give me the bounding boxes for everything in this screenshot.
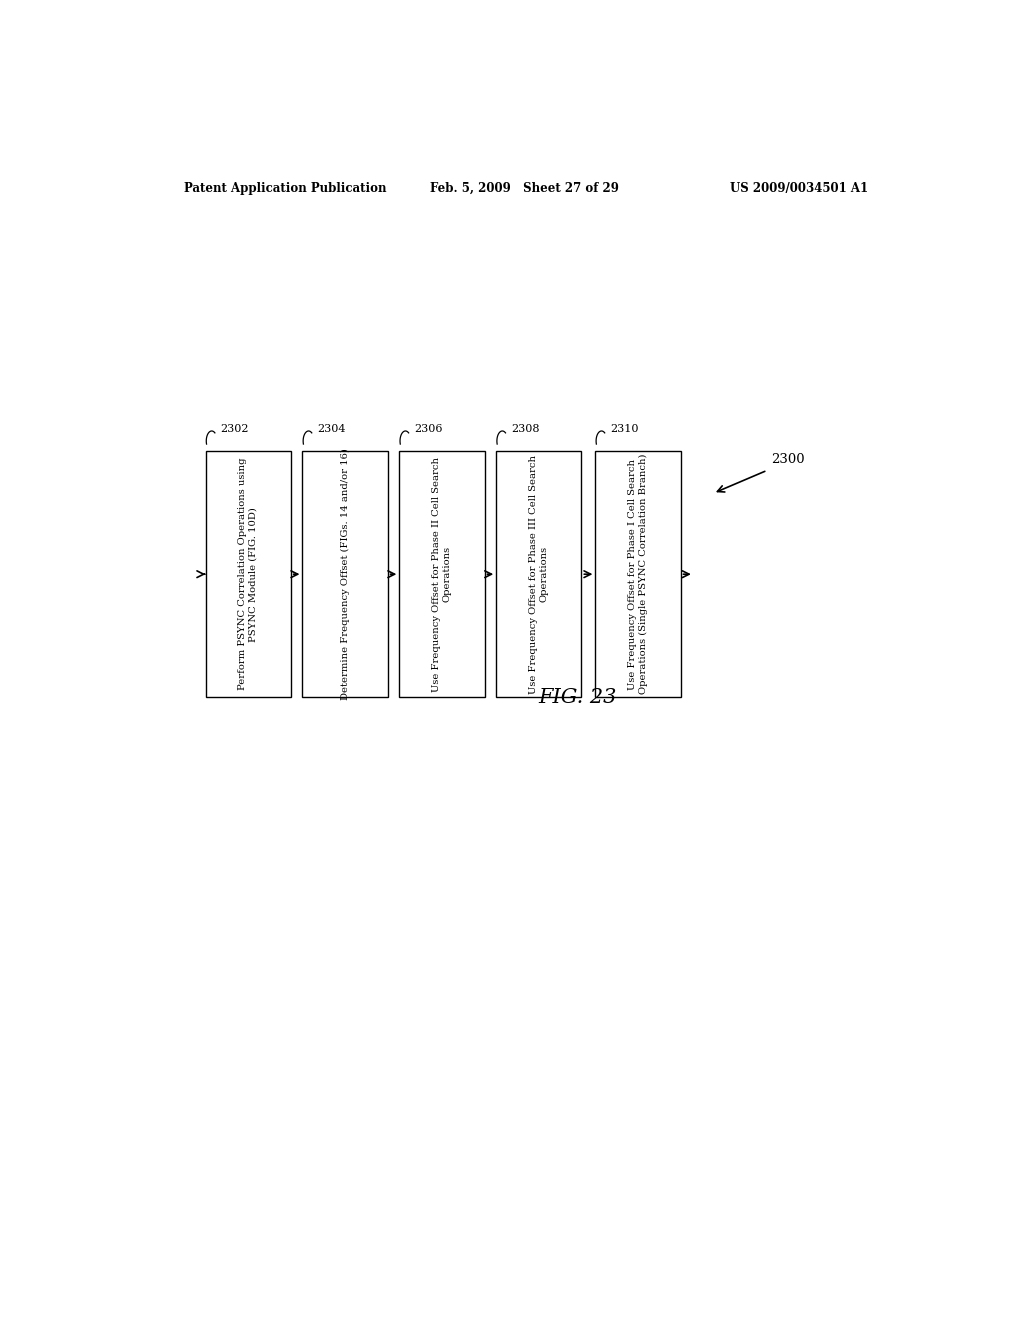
Text: Use Frequency Offset for Phase I Cell Search
Operations (Single PSYNC Correlatio: Use Frequency Offset for Phase I Cell Se… xyxy=(628,454,648,694)
Bar xyxy=(399,451,484,697)
Text: Feb. 5, 2009   Sheet 27 of 29: Feb. 5, 2009 Sheet 27 of 29 xyxy=(430,182,620,194)
Text: 2306: 2306 xyxy=(415,424,443,434)
Text: 2310: 2310 xyxy=(610,424,639,434)
Text: 2308: 2308 xyxy=(511,424,540,434)
Text: 2304: 2304 xyxy=(317,424,346,434)
Text: US 2009/0034501 A1: US 2009/0034501 A1 xyxy=(730,182,868,194)
Bar xyxy=(302,451,388,697)
Bar xyxy=(595,451,681,697)
Bar xyxy=(496,451,582,697)
Text: FIG. 23: FIG. 23 xyxy=(539,688,616,708)
Text: Patent Application Publication: Patent Application Publication xyxy=(183,182,386,194)
Text: Use Frequency Offset for Phase III Cell Search
Operations: Use Frequency Offset for Phase III Cell … xyxy=(529,454,549,694)
Text: 2300: 2300 xyxy=(771,453,805,466)
Text: 2302: 2302 xyxy=(221,424,249,434)
Text: Perform PSYNC Correlation Operations using
PSYNC Module (FIG. 10D): Perform PSYNC Correlation Operations usi… xyxy=(239,458,258,690)
Bar xyxy=(206,451,291,697)
Text: Use Frequency Offset for Phase II Cell Search
Operations: Use Frequency Offset for Phase II Cell S… xyxy=(432,457,452,692)
Text: Determine Frequency Offset (FIGs. 14 and/or 16): Determine Frequency Offset (FIGs. 14 and… xyxy=(340,449,349,700)
